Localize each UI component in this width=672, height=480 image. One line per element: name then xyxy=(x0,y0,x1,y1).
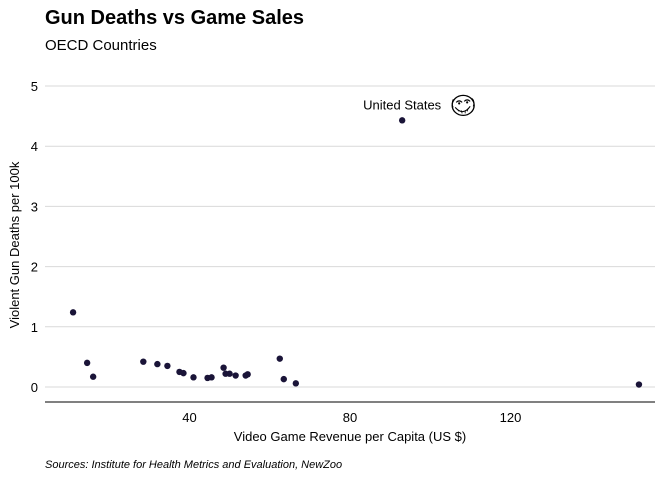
grid-lines xyxy=(45,85,655,388)
data-point xyxy=(190,374,197,381)
y-tick-label: 5 xyxy=(31,79,38,94)
data-point xyxy=(83,359,91,367)
data-point xyxy=(164,362,171,370)
point-label: United States xyxy=(363,97,442,112)
data-point xyxy=(292,380,300,387)
data-point xyxy=(280,375,287,383)
data-point xyxy=(154,360,161,368)
x-tick-label: 40 xyxy=(182,410,196,425)
x-tick-label: 120 xyxy=(500,410,522,425)
x-axis-title: Video Game Revenue per Capita (US $) xyxy=(234,429,466,444)
y-tick-label: 0 xyxy=(31,380,38,395)
chart-caption: Sources: Institute for Health Metrics an… xyxy=(45,459,343,471)
data-point xyxy=(140,358,147,365)
y-tick-label: 2 xyxy=(31,260,38,275)
data-point xyxy=(89,373,97,380)
data-point xyxy=(276,355,283,362)
data-point xyxy=(635,381,643,388)
data-point xyxy=(180,369,187,377)
x-tick-label: 80 xyxy=(343,410,357,425)
x-tick-labels: 40 80 120 xyxy=(182,410,521,425)
y-axis-title: Violent Gun Deaths per 100k xyxy=(7,161,22,328)
data-point xyxy=(244,371,251,378)
annotations: United States xyxy=(363,94,475,117)
y-tick-label: 1 xyxy=(31,320,38,335)
y-tick-label: 3 xyxy=(31,199,38,214)
troll-face-icon xyxy=(451,94,475,117)
chart-title: Gun Deaths vs Game Sales xyxy=(45,7,305,29)
chart-subtitle: OECD Countries xyxy=(45,37,157,54)
y-tick-label: 4 xyxy=(31,139,38,154)
data-point xyxy=(232,372,239,379)
data-point xyxy=(220,364,227,371)
data-point xyxy=(69,309,77,316)
data-point xyxy=(226,370,233,377)
data-point xyxy=(398,117,406,124)
data-points xyxy=(69,117,643,388)
y-tick-labels: 0 1 2 3 4 5 xyxy=(31,79,38,395)
data-point xyxy=(208,374,215,381)
